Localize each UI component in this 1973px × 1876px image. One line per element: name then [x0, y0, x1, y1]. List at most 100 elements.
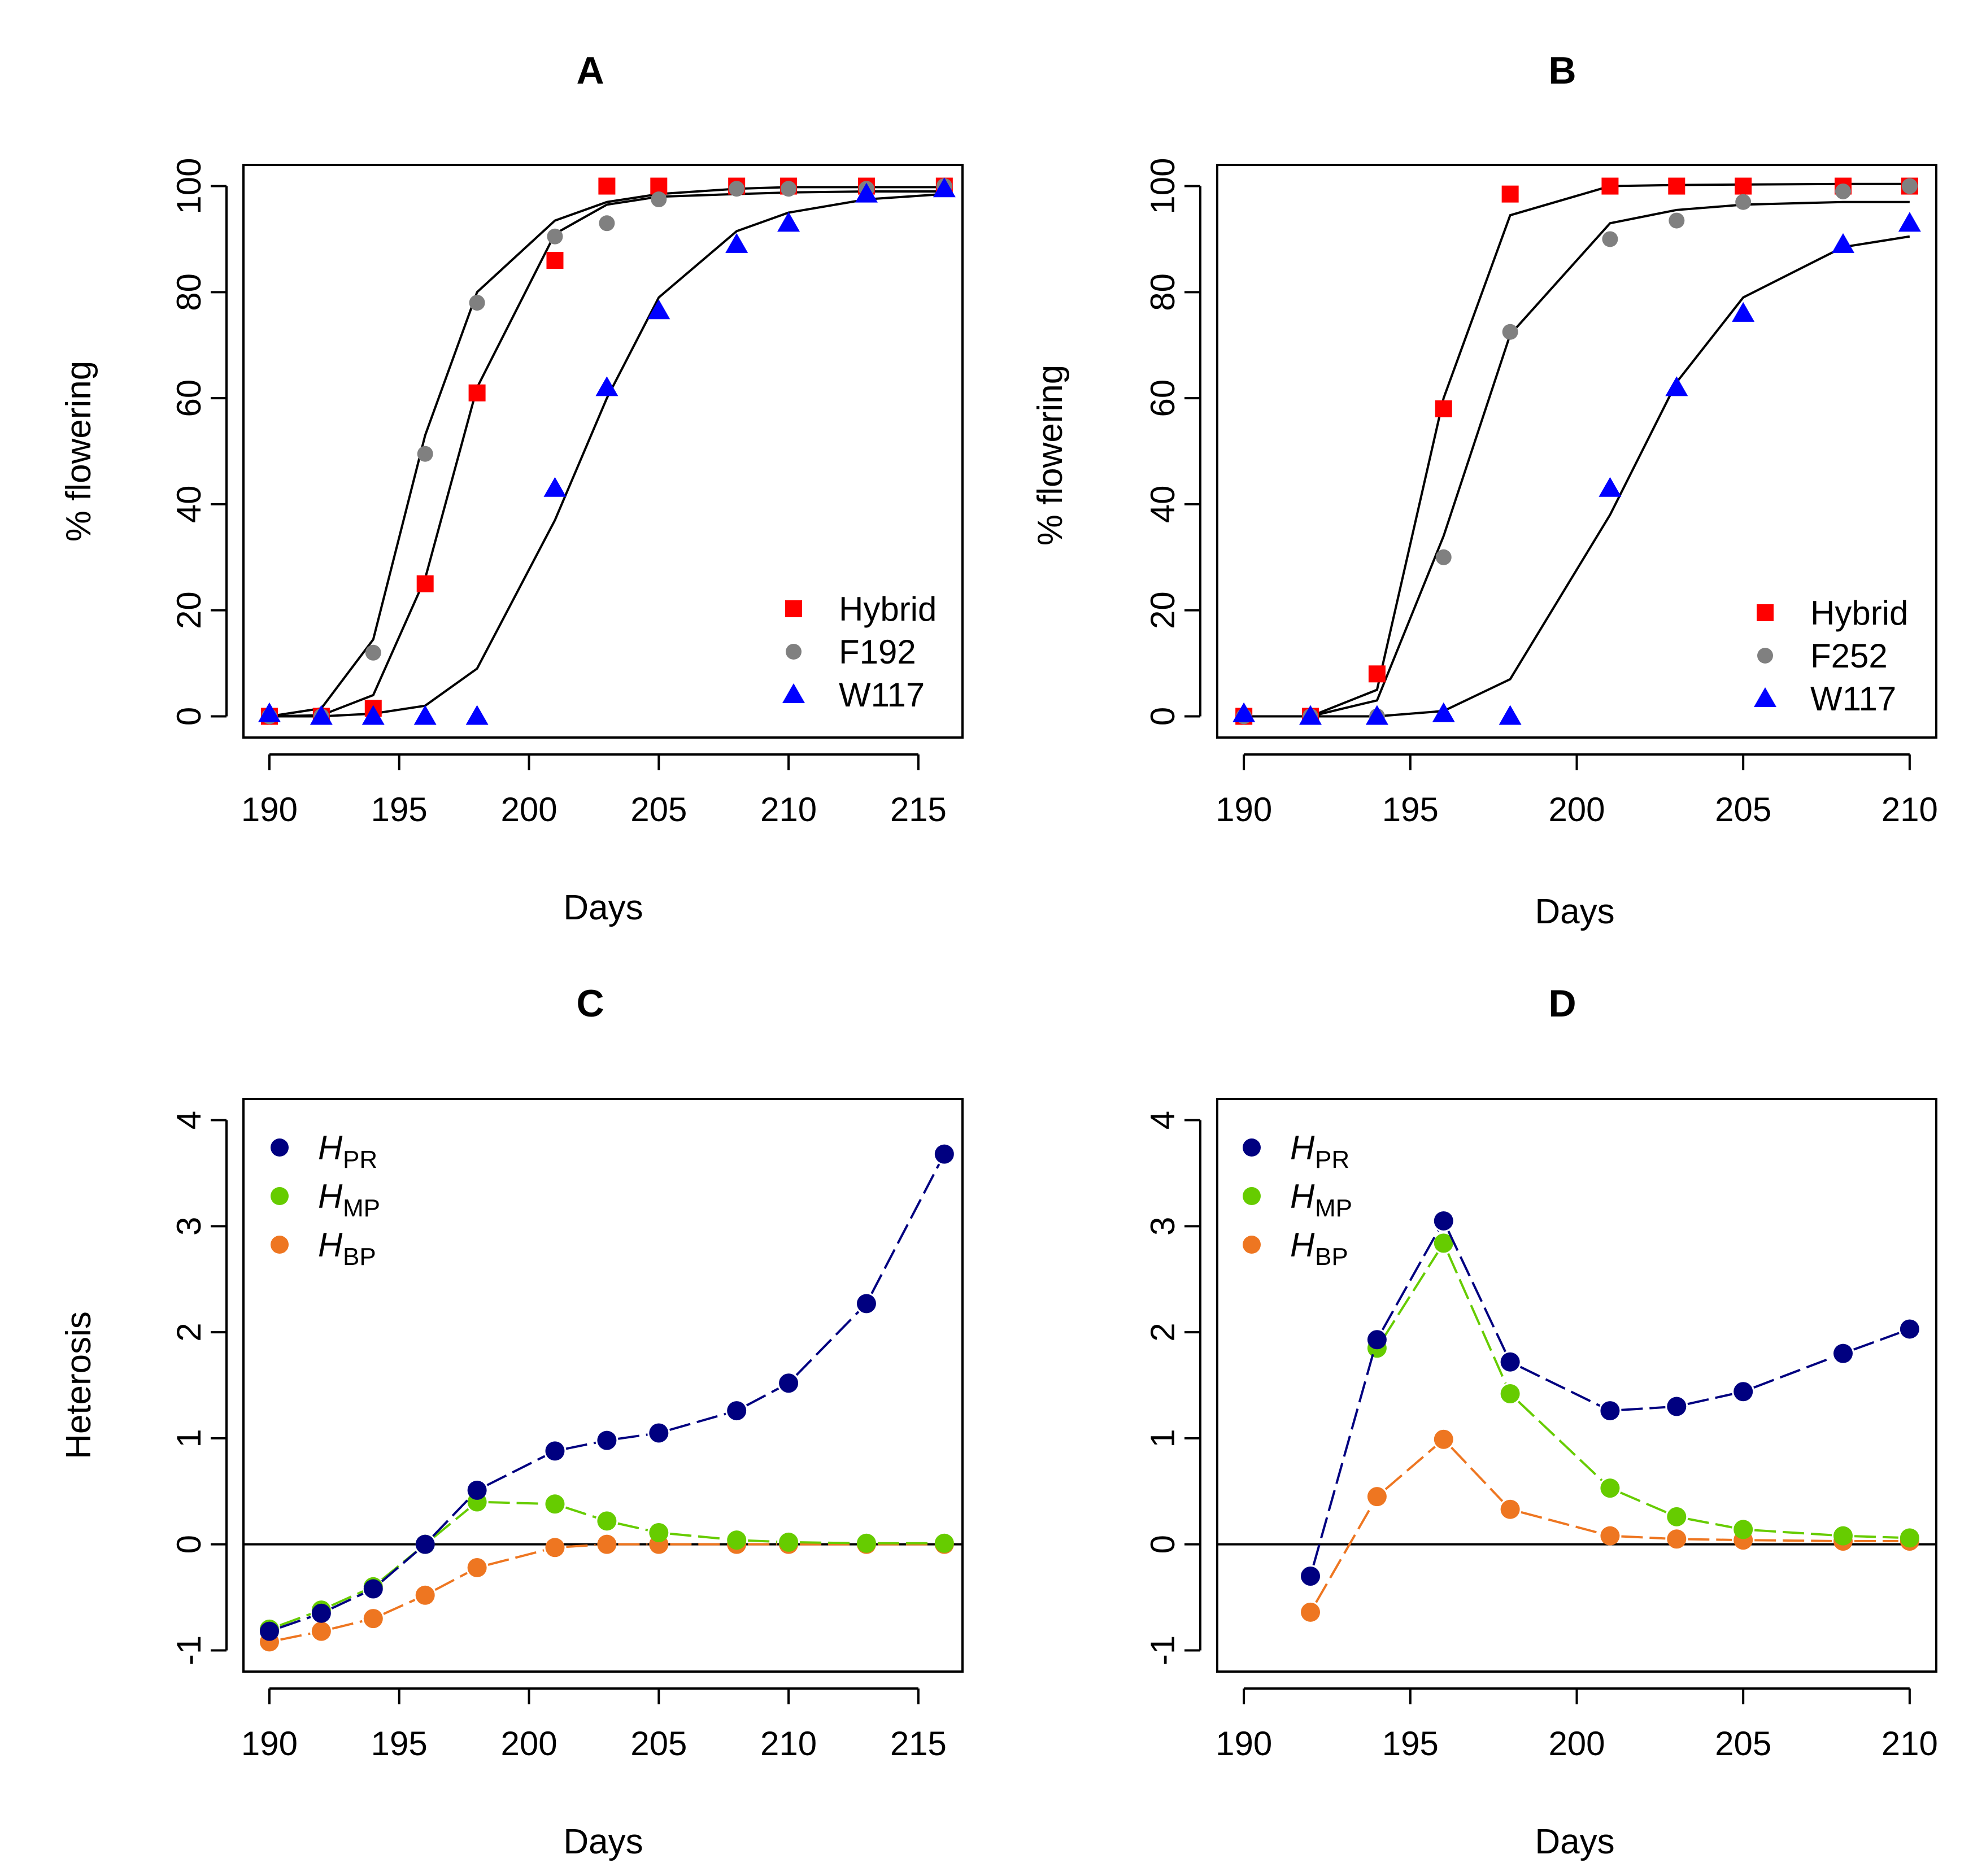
series-segment: [434, 1572, 468, 1591]
point-h-pr: [1434, 1211, 1453, 1231]
x-tick-label: 200: [1548, 791, 1605, 828]
x-tick-label: 215: [890, 1725, 947, 1762]
point-w117: [1665, 376, 1688, 396]
legend-marker-h-bp: [271, 1236, 289, 1254]
point-f252: [1735, 194, 1752, 210]
panel-c-x-axis-label: Days: [563, 1822, 643, 1861]
point-f192: [417, 446, 433, 462]
legend-label-h-pr: H: [1290, 1129, 1315, 1167]
series-segment: [1754, 1529, 1832, 1537]
point-h-mp: [779, 1532, 799, 1552]
point-f252: [1502, 324, 1518, 340]
x-tick-label: 205: [1715, 791, 1771, 828]
y-tick-label: 100: [170, 158, 208, 215]
y-tick-label: 0: [1144, 1535, 1182, 1554]
point-f192: [547, 228, 563, 245]
series-segment: [565, 1506, 597, 1519]
legend-label-h-bp: H: [1290, 1226, 1315, 1264]
panel-c: C Days Heterosis 190 195 200 205 210 215 -1 0 1 2…: [59, 982, 964, 1861]
panel-a-fit-curves: [269, 186, 944, 718]
y-tick-label: 4: [1144, 1111, 1182, 1129]
series-segment: [1521, 1511, 1600, 1534]
y-tick-label: 100: [1144, 158, 1182, 215]
legend-label-f192: F192: [839, 633, 916, 671]
series-segment: [1620, 1491, 1667, 1513]
point-h-pr: [1900, 1319, 1919, 1339]
point-f192: [365, 644, 381, 661]
y-tick-label: 60: [1144, 379, 1182, 417]
point-h-bp: [467, 1557, 487, 1577]
panel-d-legend: H PRH MPH BP: [1243, 1129, 1352, 1271]
legend-label-w117: W117: [839, 676, 925, 714]
x-tick-label: 210: [760, 1725, 817, 1762]
legend-subscript-bp: BP: [1315, 1243, 1348, 1271]
x-tick-label: 210: [1881, 791, 1938, 828]
panel-a-legend: Hybrid F192 W117: [782, 590, 937, 714]
point-w117: [595, 376, 619, 396]
series-segment: [669, 1412, 726, 1431]
panel-a-points: [258, 177, 956, 725]
point-h-mp: [856, 1533, 876, 1553]
panel-b-ticks: 190 195 200 205 210 0 20 40 60 80 100: [1144, 158, 1938, 828]
y-tick-label: 60: [170, 379, 208, 417]
point-w117: [362, 705, 385, 725]
legend-marker-h-bp: [1243, 1236, 1261, 1254]
fit-curve-hybrid: [1244, 182, 1910, 718]
panel-a: A Days % flowering 190 195 200 205 210 215 0 20…: [59, 49, 964, 927]
series-segment: [800, 1541, 855, 1545]
x-tick-label: 210: [760, 791, 817, 828]
x-tick-label: 190: [241, 1725, 298, 1762]
point-h-bp: [1367, 1487, 1387, 1507]
series-segment: [746, 1387, 779, 1407]
fit-curve-w117: [269, 193, 944, 718]
point-h-pr: [1833, 1343, 1853, 1363]
legend-subscript-pr: PR: [1315, 1146, 1349, 1173]
legend-marker-h-mp: [271, 1187, 289, 1205]
point-w117: [1232, 702, 1256, 722]
series-segment: [432, 1497, 471, 1537]
legend-marker-f252: [1757, 648, 1773, 664]
point-h-pr: [415, 1534, 435, 1554]
point-hybrid: [1601, 177, 1619, 195]
y-tick-label: 0: [170, 1535, 208, 1554]
legend-marker-f192: [786, 644, 802, 660]
point-f252: [1901, 178, 1918, 194]
series-segment: [870, 1163, 940, 1294]
x-tick-label: 190: [241, 791, 298, 828]
point-f252: [1435, 549, 1452, 565]
point-h-pr: [1301, 1567, 1321, 1586]
series-segment: [1854, 1535, 1898, 1539]
x-tick-label: 210: [1881, 1725, 1938, 1762]
point-h-mp: [1500, 1384, 1520, 1404]
x-tick-label: 200: [1548, 1725, 1605, 1762]
x-tick-label: 190: [1216, 1725, 1272, 1762]
y-tick-label: 0: [170, 707, 208, 726]
series-segment: [383, 1599, 416, 1615]
point-w117: [1898, 212, 1921, 232]
series-segment: [1853, 1332, 1900, 1351]
point-w117: [1365, 705, 1388, 725]
series-segment: [1753, 1356, 1833, 1389]
series-segment: [1447, 1231, 1506, 1353]
x-tick-label: 195: [371, 1725, 428, 1762]
point-hybrid: [1501, 185, 1519, 203]
point-hybrid: [598, 177, 616, 195]
legend-marker-hybrid: [785, 600, 802, 617]
point-h-pr: [727, 1401, 747, 1421]
series-segment: [670, 1532, 726, 1541]
y-tick-label: 4: [170, 1111, 208, 1129]
point-h-mp: [545, 1494, 565, 1514]
legend-label-w117: W117: [1810, 680, 1896, 718]
series-segment: [1687, 1517, 1732, 1529]
series-segment: [1687, 1393, 1733, 1406]
panel-c-plot-frame: [242, 1098, 964, 1673]
legend-marker-w117: [1754, 687, 1776, 707]
point-w117: [1432, 702, 1455, 722]
point-h-mp: [1667, 1507, 1687, 1526]
panel-a-ticks: 190 195 200 205 210 215 0 20 40 60 80 100: [170, 158, 947, 828]
point-h-bp: [1667, 1529, 1687, 1549]
point-h-pr: [779, 1373, 799, 1393]
legend-subscript-mp: MP: [343, 1194, 380, 1222]
point-w117: [647, 299, 670, 320]
point-f252: [1669, 212, 1685, 229]
